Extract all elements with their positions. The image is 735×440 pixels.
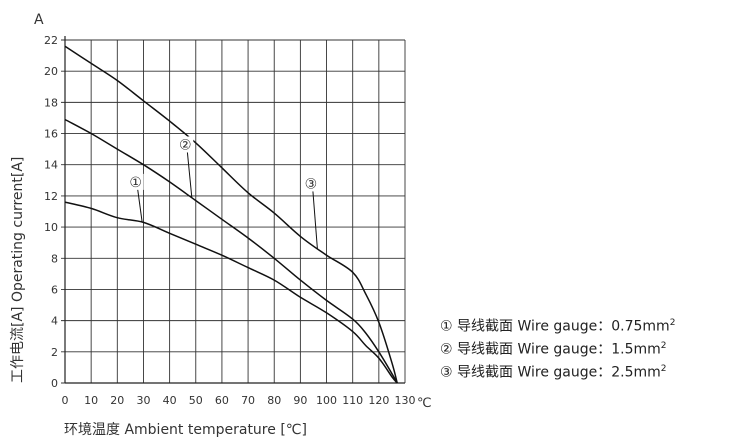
legend-marker: ② [440,341,453,358]
curve-label-1: ① [129,175,142,191]
x-tick-label: 10 [84,394,98,407]
legend-sup: 2 [660,364,667,374]
curve-label-bg [302,175,319,192]
x-tick-label: 30 [136,394,150,407]
legend-label: 导线截面 Wire gauge：2.5mm [457,364,661,381]
x-tick-label: 40 [163,394,177,407]
x-tick-label: 70 [241,394,255,407]
legend-item-1: ① 导线截面 Wire gauge：0.75mm2 [440,312,675,335]
y-tick-label: 10 [44,221,58,234]
legend-label: 导线截面 Wire gauge：1.5mm [457,341,661,358]
legend-sup: 2 [660,341,667,351]
x-tick-label: 130 [395,394,416,407]
x-tick-label: 90 [293,394,307,407]
curve-label-bg [177,136,194,153]
x-tick-label: 0 [62,394,69,407]
x-tick-label: 100 [316,394,337,407]
legend-label: 导线截面 Wire gauge：0.75mm [457,318,670,335]
x-tick-label: 60 [215,394,229,407]
curve-label-leader [312,190,318,249]
x-tick-label: 120 [368,394,389,407]
legend-marker: ① [440,318,453,335]
series-line-3 [64,45,398,384]
curve-label-3: ③ [305,176,318,192]
series-line-1 [64,201,398,384]
y-tick-label: 6 [51,283,58,296]
series-lines [64,45,398,384]
legend: ① 导线截面 Wire gauge：0.75mm2 ② 导线截面 Wire ga… [440,312,675,381]
y-tick-label: 12 [44,190,58,203]
grid [61,36,406,384]
y-tick-label: 20 [44,65,58,78]
curve-label-2: ② [179,137,192,153]
y-tick-label: 22 [44,34,58,47]
y-tick-label: 4 [51,315,58,328]
y-tick-label: 8 [51,252,58,265]
y-tick-labels: 0 2 4 6 8 10 12 14 16 18 20 22 [44,34,58,390]
legend-marker: ③ [440,364,453,381]
curve-labels: ① ② ③ [127,136,319,249]
legend-item-3: ③ 导线截面 Wire gauge：2.5mm2 [440,358,675,381]
x-tick-labels: 0 10 20 30 40 50 60 70 80 90 100 110 120 130 [62,394,416,407]
x-tick-label: 80 [267,394,281,407]
curve-label-leader [137,188,143,223]
y-tick-label: 14 [44,159,58,172]
series-line-2 [64,118,398,384]
curve-label-bg [127,173,144,190]
legend-item-2: ② 导线截面 Wire gauge：1.5mm2 [440,335,675,358]
x-axis-title: 环境温度 Ambient temperature [℃] [64,422,307,438]
x-tick-label: 110 [342,394,363,407]
y-tick-label: 16 [44,128,58,141]
y-unit-label: A [34,12,44,28]
y-axis-title: 工作电流[A] Operating current[A] [10,157,26,383]
curve-label-leader [186,151,193,198]
x-tick-label: 20 [110,394,124,407]
y-tick-label: 0 [51,377,58,390]
legend-sup: 2 [669,318,676,328]
y-tick-label: 2 [51,346,58,359]
x-unit-label: ℃ [417,396,432,411]
x-tick-label: 50 [189,394,203,407]
y-tick-label: 18 [44,96,58,109]
